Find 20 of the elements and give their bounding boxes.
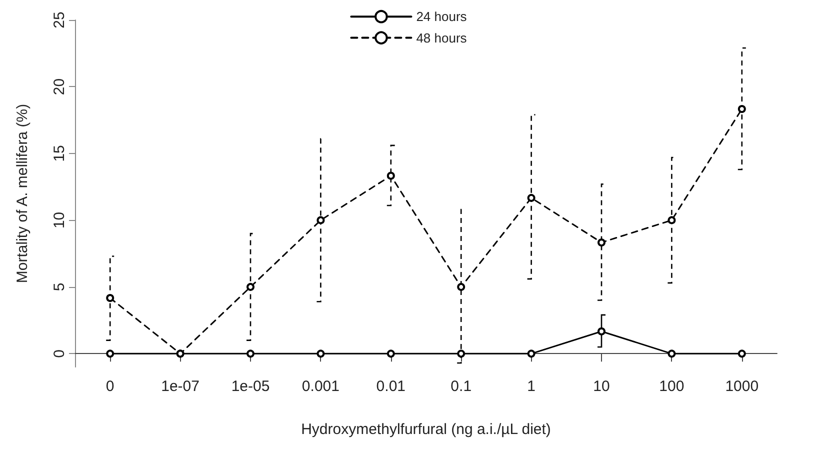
x-tick-label: 1e-05 — [231, 378, 270, 395]
legend-label: 24 hours — [416, 9, 468, 24]
y-tick-label: 10 — [51, 212, 68, 229]
y-tick-label: 5 — [51, 282, 68, 292]
x-tick-label: 1 — [527, 378, 536, 395]
x-tick-label: 0 — [106, 378, 114, 395]
x-tick-label: 10 — [593, 378, 610, 395]
x-axis-title: Hydroxymethylfurfural (ng a.i./µL diet) — [301, 421, 551, 438]
y-tick-label: 20 — [51, 78, 68, 96]
x-tick-label: 0.1 — [450, 378, 472, 395]
x-tick-label: 0.001 — [302, 378, 340, 395]
y-tick-label: 25 — [51, 12, 68, 28]
x-tick-label: 100 — [659, 378, 684, 395]
y-tick-label: 15 — [51, 145, 68, 162]
y-tick-label: 0 — [51, 349, 68, 358]
x-tick-label: 1e-07 — [161, 378, 200, 395]
y-axis-title: Mortality of A. mellifera (%) — [14, 104, 31, 284]
x-tick-label: 1000 — [725, 378, 759, 395]
x-tick-label: 0.01 — [376, 378, 406, 395]
legend-label: 48 hours — [416, 30, 468, 46]
